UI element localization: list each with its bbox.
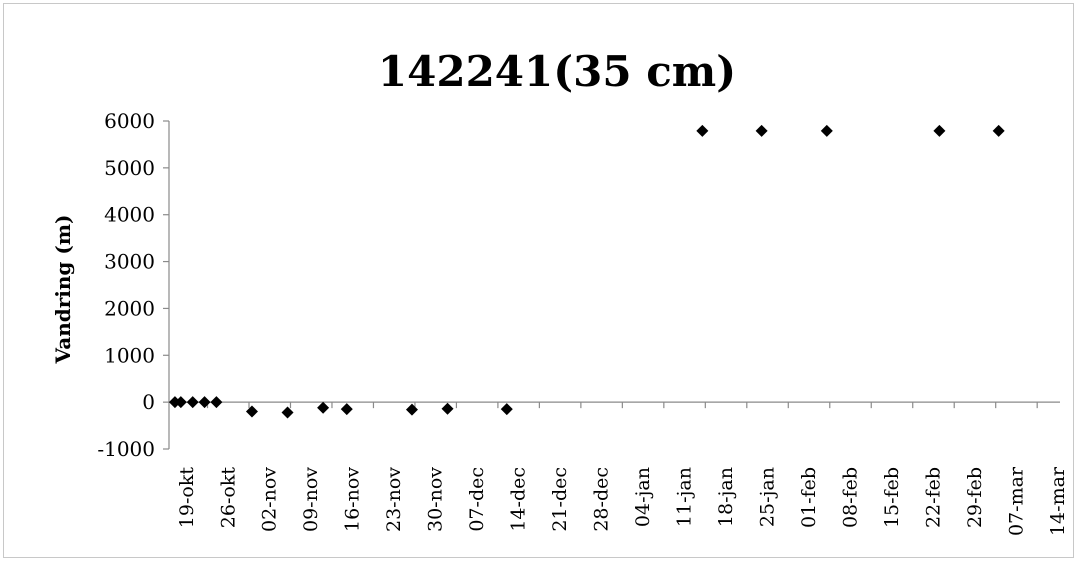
x-tick-label: 29-feb bbox=[964, 467, 986, 528]
y-tick-label: 6000 bbox=[104, 109, 155, 133]
data-point bbox=[500, 403, 513, 416]
x-tick-label: 15-feb bbox=[881, 467, 903, 528]
x-tick-label: 07-dec bbox=[466, 467, 488, 532]
x-tick-label: 21-dec bbox=[549, 467, 571, 532]
chart-title: 142241(35 cm) bbox=[378, 47, 736, 96]
data-point bbox=[992, 124, 1005, 137]
x-tick-label: 09-nov bbox=[300, 467, 322, 532]
data-point bbox=[755, 124, 768, 137]
data-point bbox=[210, 396, 223, 409]
x-tick-label: 02-nov bbox=[259, 467, 281, 532]
x-tick-label: 28-dec bbox=[591, 467, 613, 532]
x-tick-label: 07-mar bbox=[1005, 466, 1027, 536]
data-point bbox=[317, 401, 330, 414]
x-tick-label: 30-nov bbox=[425, 467, 447, 532]
x-tick-label: 01-feb bbox=[798, 467, 820, 528]
x-tick-label: 08-feb bbox=[840, 467, 862, 528]
data-point bbox=[186, 396, 199, 409]
y-tick-label: 4000 bbox=[104, 203, 155, 227]
x-tick-label: 22-feb bbox=[922, 467, 944, 528]
data-point bbox=[405, 403, 418, 416]
x-tick-label: 04-jan bbox=[632, 467, 654, 527]
y-tick-label: 1000 bbox=[104, 343, 155, 367]
scatter-chart: 142241(35 cm) Vandring (m) -1000 0 1000 200… bbox=[51, 47, 1069, 536]
x-tick-label: 23-nov bbox=[383, 467, 405, 532]
data-point bbox=[441, 402, 454, 415]
x-tick-label: 14-mar bbox=[1047, 466, 1069, 536]
y-tick-label: 2000 bbox=[104, 296, 155, 320]
data-points bbox=[168, 124, 1005, 419]
data-point bbox=[696, 124, 709, 137]
x-tick-label: 19-okt bbox=[176, 467, 198, 529]
data-point bbox=[198, 396, 211, 409]
y-tick-label: 3000 bbox=[104, 250, 155, 274]
x-tick-label: 11-jan bbox=[674, 467, 696, 527]
data-point bbox=[933, 124, 946, 137]
y-tick-label: 0 bbox=[142, 390, 155, 414]
y-axis: -1000 0 1000 2000 3000 4000 5000 6000 bbox=[97, 109, 170, 461]
data-point bbox=[820, 124, 833, 137]
x-tick-label: 25-jan bbox=[757, 467, 779, 527]
y-axis-label: Vandring (m) bbox=[51, 215, 75, 365]
x-tick-label: 16-nov bbox=[342, 467, 364, 532]
chart-area: 142241(35 cm) Vandring (m) -1000 0 1000 200… bbox=[3, 3, 1074, 558]
data-point bbox=[174, 396, 187, 409]
data-point bbox=[245, 405, 258, 418]
x-tick-label: 26-okt bbox=[217, 467, 239, 529]
x-tick-label: 18-jan bbox=[715, 467, 737, 527]
x-tick-label: 14-dec bbox=[508, 467, 530, 532]
y-tick-label: -1000 bbox=[97, 437, 155, 461]
x-axis: 19-okt 26-okt 02-nov 09-nov 16-nov 23-nov 30-n… bbox=[169, 401, 1069, 536]
y-tick-label: 5000 bbox=[104, 156, 155, 180]
data-point bbox=[281, 406, 294, 419]
data-point bbox=[340, 403, 353, 416]
